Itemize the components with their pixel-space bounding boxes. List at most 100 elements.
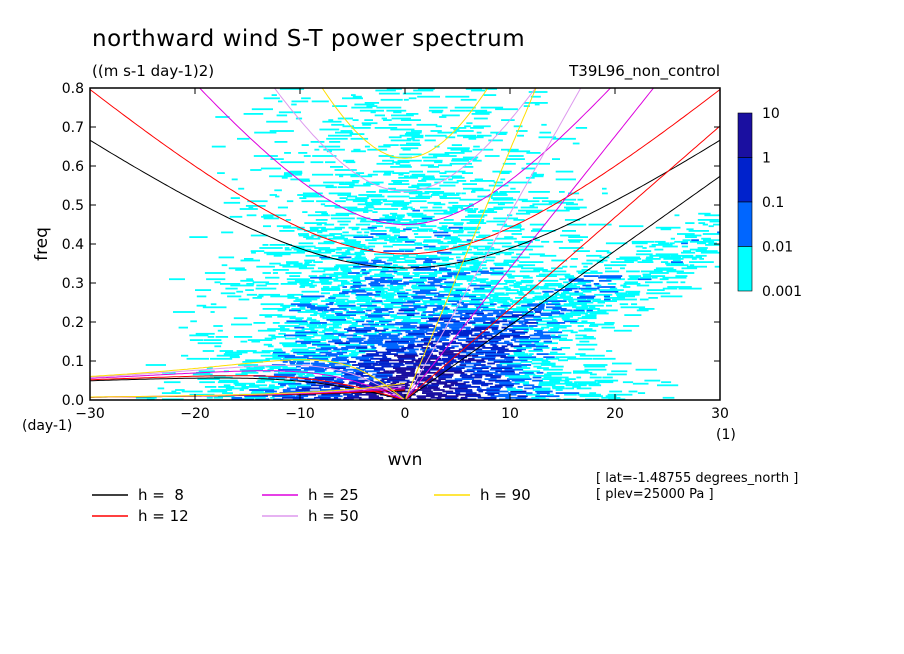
spectrum-cell — [414, 382, 424, 385]
spectrum-cell — [473, 125, 491, 128]
spectrum-cell — [329, 301, 334, 304]
spectrum-cell — [435, 339, 450, 341]
spectrum-cell — [368, 322, 374, 324]
spectrum-cell — [504, 308, 527, 310]
spectrum-cell — [493, 361, 513, 363]
spectrum-cell — [688, 230, 709, 232]
spectrum-cell — [228, 267, 245, 270]
x-unit-label: (1) — [716, 427, 736, 443]
spectrum-cell — [317, 267, 339, 270]
spectrum-cell — [253, 155, 278, 157]
spectrum-cell — [389, 228, 400, 231]
spectrum-cell — [468, 309, 480, 312]
spectrum-cell — [415, 247, 423, 249]
dispersion-curve — [90, 89, 720, 255]
spectrum-cell — [521, 200, 540, 203]
spectrum-cell — [145, 364, 166, 366]
spectrum-cell — [279, 342, 297, 345]
spectrum-cell — [289, 275, 301, 277]
spectrum-cell — [465, 88, 482, 90]
spectrum-cell — [585, 286, 592, 288]
y-tick-label: 0.0 — [62, 393, 84, 409]
spectrum-cell — [332, 339, 341, 341]
spectrum-cell — [529, 308, 545, 310]
spectrum-cell — [713, 223, 720, 226]
spectrum-cell — [252, 297, 262, 299]
spectrum-cell — [646, 292, 671, 295]
spectrum-cell — [388, 336, 398, 338]
dispersion-curve — [404, 125, 720, 400]
spectrum-cell — [135, 396, 157, 399]
spectrum-cell — [303, 155, 311, 157]
spectrum-cell — [347, 361, 357, 363]
spectrum-cell — [355, 172, 365, 174]
spectrum-cell — [363, 340, 383, 343]
spectrum-cell — [381, 117, 387, 120]
spectrum-cell — [363, 234, 369, 237]
spectrum-cell — [563, 398, 577, 400]
spectrum-cell — [403, 228, 412, 231]
spectrum-cell — [575, 127, 588, 129]
spectrum-cell — [682, 256, 702, 259]
spectrum-cell — [508, 155, 524, 157]
y-axis-label: freq — [32, 227, 52, 261]
spectrum-cell — [219, 350, 234, 352]
spectrum-cell — [533, 269, 548, 271]
spectrum-cell — [420, 225, 437, 228]
spectrum-cell — [321, 289, 341, 291]
spectrum-cell — [462, 261, 487, 263]
spectrum-cell — [562, 265, 568, 268]
spectrum-cell — [581, 304, 604, 307]
spectrum-cell — [310, 161, 324, 164]
spectrum-cell — [451, 303, 457, 306]
spectrum-cell — [282, 367, 297, 369]
spectrum-cell — [330, 217, 355, 220]
spectrum-cell — [589, 323, 614, 326]
spectrum-cell — [318, 248, 342, 251]
spectrum-cell — [323, 240, 337, 243]
spectrum-cell — [534, 103, 540, 106]
spectrum-cell — [451, 159, 470, 162]
spectrum-cell — [319, 314, 335, 316]
spectrum-cell — [378, 236, 397, 238]
spectrum-cell — [422, 392, 443, 394]
spectrum-cell — [239, 208, 258, 210]
spectrum-cell — [451, 158, 477, 160]
spectrum-cell — [708, 242, 717, 245]
dispersion-curve — [198, 88, 612, 226]
y-axis: 0.00.10.20.30.40.50.60.70.8 — [62, 81, 720, 409]
spectrum-cell — [596, 261, 604, 263]
spectrum-cell — [353, 370, 364, 373]
spectrum-cell — [528, 91, 548, 93]
spectrum-cell — [335, 356, 349, 359]
spectrum-cell — [564, 320, 578, 323]
spectrum-cell — [626, 270, 640, 273]
spectrum-cell — [416, 308, 427, 310]
spectrum-cell — [402, 318, 421, 321]
spectrum-cell — [460, 373, 468, 376]
spectrum-cell — [423, 261, 436, 263]
spectrum-cell — [391, 205, 408, 207]
spectrum-cell — [264, 390, 277, 393]
spectrum-cell — [381, 297, 394, 299]
spectrum-cell — [299, 301, 310, 304]
spectrum-cell — [304, 375, 315, 377]
spectrum-cell — [406, 226, 419, 229]
spectrum-cell — [383, 328, 389, 330]
spectrum-cell — [284, 247, 290, 249]
spectrum-cell — [565, 276, 576, 279]
spectrum-cell — [406, 131, 422, 134]
spectrum-cell — [599, 290, 619, 293]
spectrum-cell — [465, 392, 477, 394]
spectrum-cell — [305, 237, 321, 240]
spectrum-cell — [417, 365, 436, 368]
spectrum-cell — [536, 367, 549, 369]
spectrum-cell — [366, 320, 374, 323]
spectrum-cell — [421, 312, 427, 315]
spectrum-cell — [645, 258, 661, 260]
spectrum-cell — [269, 384, 275, 387]
spectrum-cell — [383, 144, 399, 146]
spectrum-cell — [426, 362, 446, 365]
spectrum-cell — [407, 345, 423, 348]
spectrum-cell — [485, 247, 495, 249]
